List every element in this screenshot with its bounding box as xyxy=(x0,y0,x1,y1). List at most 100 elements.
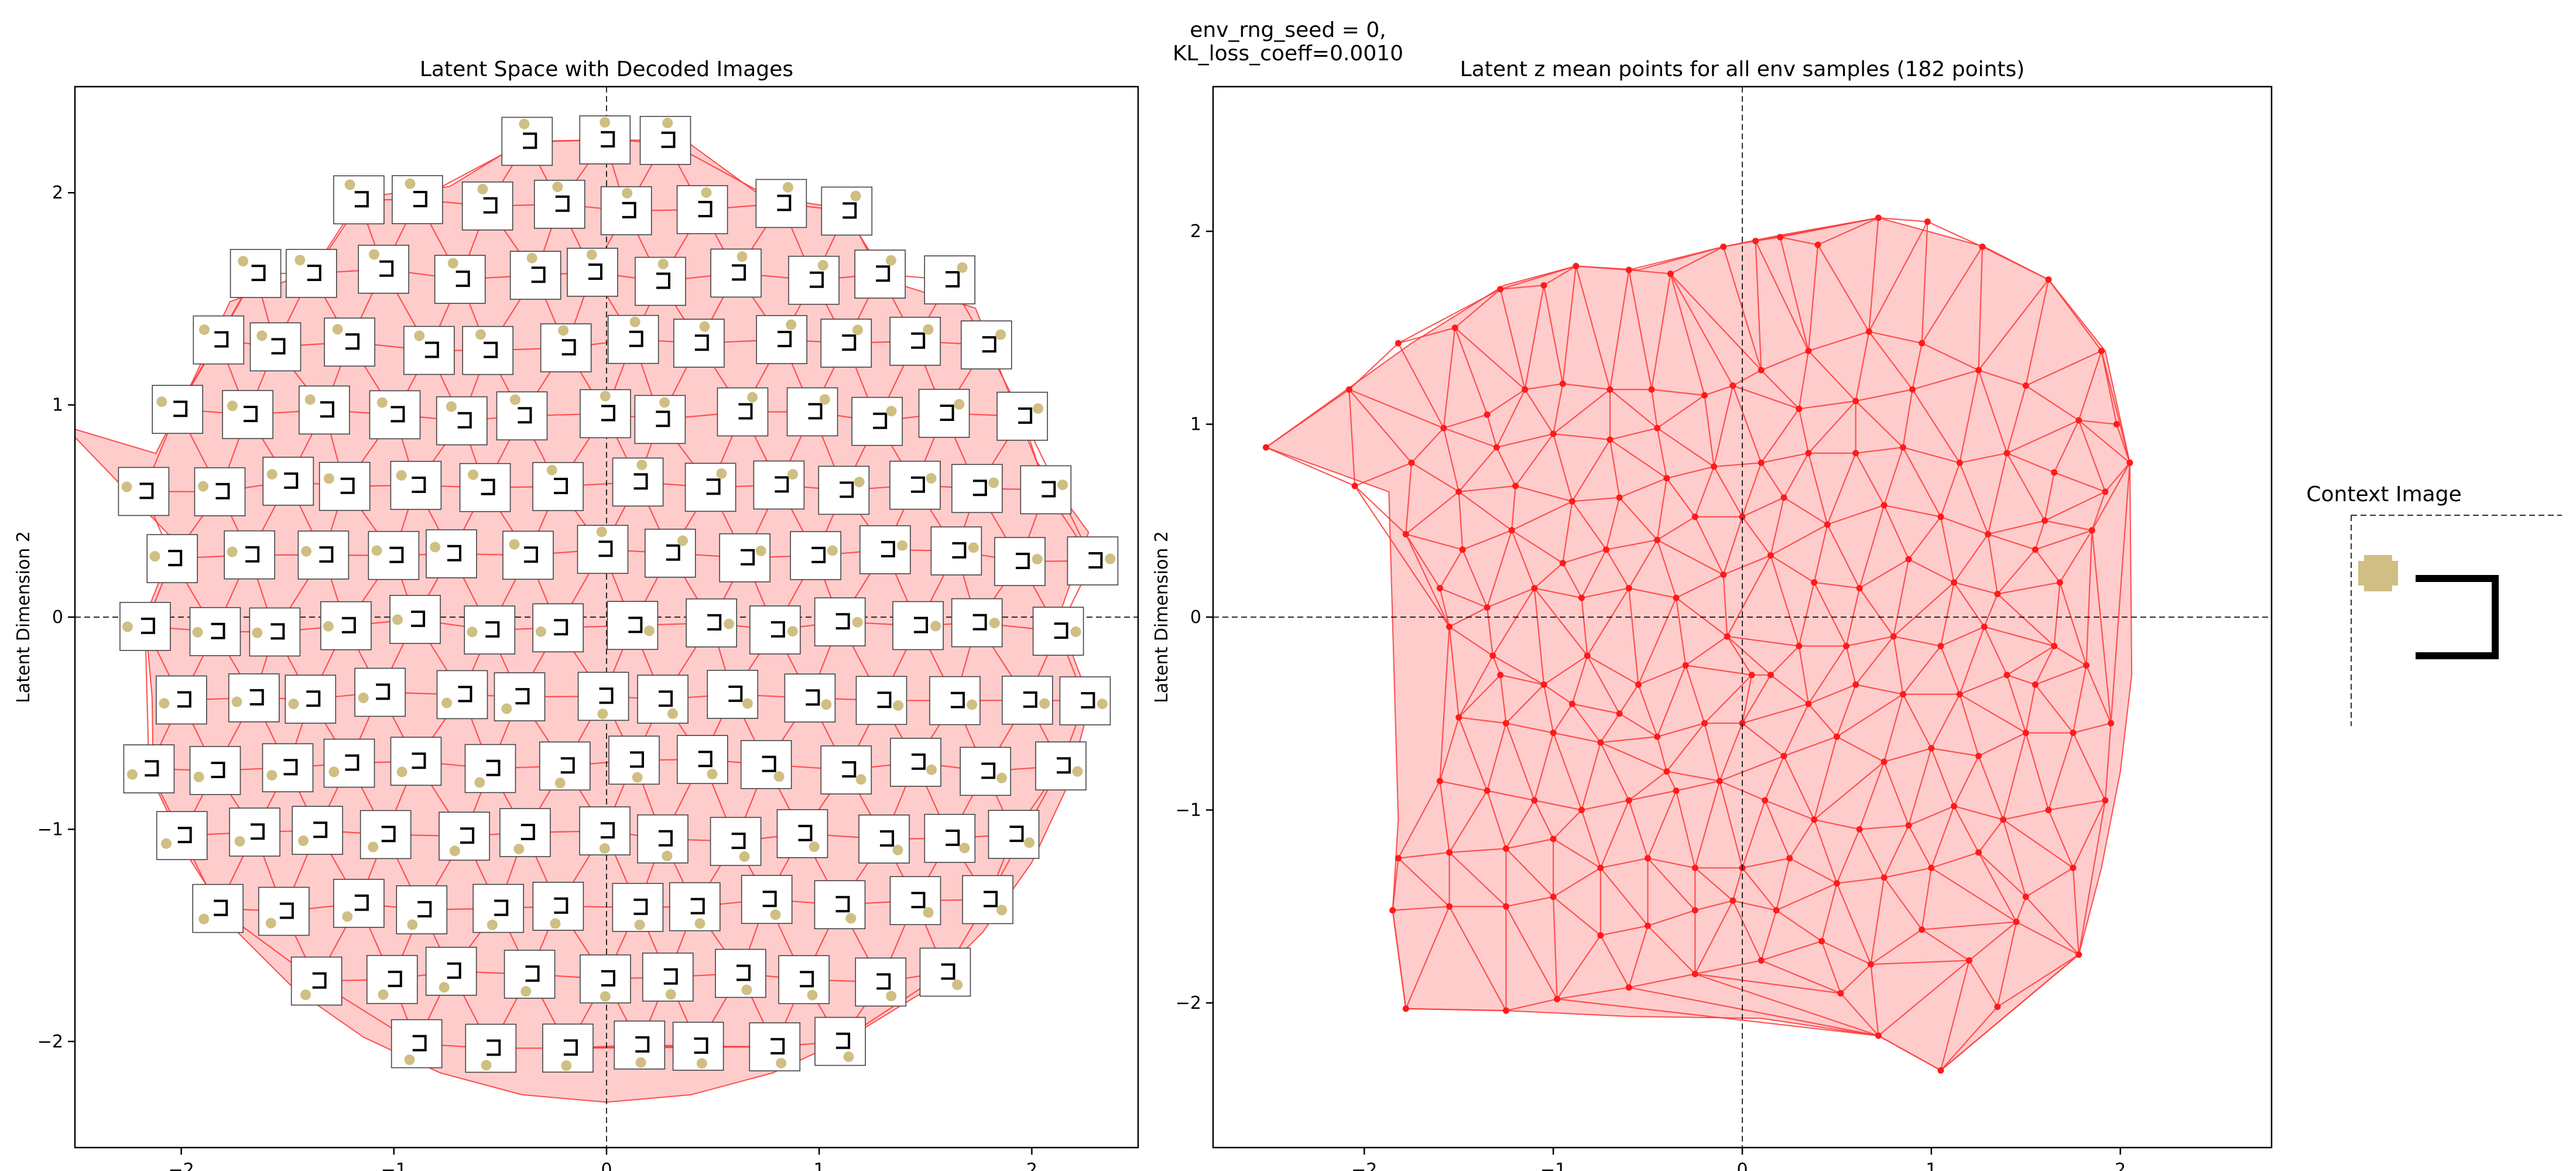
thumbnail-agent-dot xyxy=(644,625,655,636)
right-point xyxy=(1852,450,1859,457)
right-point xyxy=(1868,961,1875,968)
right-mesh-edge xyxy=(1783,755,1815,820)
thumbnail-wall xyxy=(731,833,746,850)
right-mesh-edge xyxy=(1647,909,1695,927)
right-mesh-edge xyxy=(1406,533,1463,550)
right-mesh-edge xyxy=(1454,289,1501,328)
right-mesh-edge xyxy=(2006,645,2055,676)
thumbnail-agent-dot xyxy=(396,766,407,778)
right-mesh-edge xyxy=(1953,533,1989,583)
right-mesh-edge xyxy=(1845,646,1856,685)
thumbnail-frame xyxy=(156,811,208,860)
right-point xyxy=(1919,340,1926,347)
right-point xyxy=(1890,633,1897,640)
right-mesh-edge xyxy=(1808,350,1856,402)
thumbnail-frame xyxy=(366,955,418,1004)
right-mesh-edge xyxy=(2091,491,2106,531)
thumbnail-agent-dot xyxy=(996,905,1008,916)
right-y-tick-label: −1 xyxy=(1176,800,1201,820)
right-point xyxy=(1880,874,1888,881)
right-x-tick-label: −2 xyxy=(1351,1160,1377,1171)
thumbnail-wall xyxy=(811,546,826,563)
right-point xyxy=(2126,459,2133,466)
left-decoded-image-thumbnail xyxy=(285,249,337,298)
thumbnail-frame xyxy=(753,460,805,510)
thumbnail-agent-dot xyxy=(407,919,418,930)
thumbnail-frame xyxy=(333,879,385,928)
thumbnail-wall xyxy=(982,336,996,353)
thumbnail-agent-dot xyxy=(414,330,425,341)
thumbnail-frame xyxy=(222,390,273,439)
thumbnail-wall xyxy=(560,757,575,774)
thumbnail-wall xyxy=(313,821,328,838)
right-mesh-edge xyxy=(1893,559,1910,637)
left-decoded-image-thumbnail xyxy=(320,601,372,650)
thumbnail-agent-dot xyxy=(600,991,611,1002)
right-point xyxy=(1956,691,1963,698)
thumbnail-agent-dot xyxy=(600,117,611,128)
right-mesh-edge xyxy=(1783,497,1828,525)
thumbnail-agent-dot xyxy=(227,400,238,412)
right-point xyxy=(1777,234,1784,241)
right-mesh-edge xyxy=(1458,485,1516,492)
right-point xyxy=(1981,623,1988,630)
thumbnail-agent-dot xyxy=(852,617,863,628)
thumbnail-wall xyxy=(460,827,475,844)
right-point xyxy=(1667,271,1674,278)
thumbnail-agent-dot xyxy=(923,324,934,335)
thumbnail-wall xyxy=(911,476,925,493)
right-mesh-edge xyxy=(1940,646,1961,695)
thumbnail-frame xyxy=(390,461,442,510)
thumbnail-wall xyxy=(840,481,854,498)
right-point xyxy=(1606,436,1614,443)
thumbnail-agent-dot xyxy=(256,330,268,341)
right-mesh-edge xyxy=(2073,732,2106,801)
thumbnail-agent-dot xyxy=(662,118,673,128)
thumbnail-agent-dot xyxy=(636,460,648,471)
right-mesh-edge xyxy=(1511,501,1573,531)
right-mesh-edge xyxy=(1397,858,1450,907)
thumbnail-frame xyxy=(962,875,1013,925)
right-point xyxy=(1805,450,1812,457)
right-mesh-edge xyxy=(1742,703,1809,724)
right-point xyxy=(1625,266,1632,273)
right-mesh-edge xyxy=(1695,900,1734,911)
left-decoded-image-thumbnail xyxy=(786,387,838,437)
left-x-tick-label: 0 xyxy=(601,1160,612,1171)
right-mesh-edge xyxy=(1940,626,1985,647)
thumbnail-agent-dot xyxy=(1072,766,1083,777)
right-point xyxy=(2032,681,2039,688)
thumbnail-wall xyxy=(622,201,636,218)
right-mesh-edge xyxy=(1940,1006,1998,1071)
right-mesh-edge xyxy=(1629,587,1677,599)
right-mesh-edge xyxy=(2047,732,2074,810)
thumbnail-agent-dot xyxy=(596,526,607,537)
thumbnail-wall xyxy=(1057,757,1071,774)
right-point xyxy=(1852,398,1859,405)
right-point xyxy=(1573,262,1580,269)
thumbnail-agent-dot xyxy=(238,256,249,267)
right-mesh-edge xyxy=(1953,582,1985,628)
right-mesh-edge xyxy=(1629,790,1677,802)
left-decoded-image-thumbnail xyxy=(567,248,618,297)
thumbnail-frame xyxy=(258,886,310,936)
left-decoded-image-thumbnail xyxy=(461,181,513,231)
thumbnail-agent-dot xyxy=(716,468,727,479)
left-axes-frame xyxy=(74,85,1139,1149)
right-mesh-edge xyxy=(1609,439,1667,479)
right-point xyxy=(1446,623,1453,630)
thumbnail-agent-dot xyxy=(405,178,416,189)
left-decoded-image-thumbnail xyxy=(676,185,728,234)
thumbnail-wall xyxy=(251,265,266,282)
thumbnail-wall xyxy=(946,271,960,287)
thumbnail-frame xyxy=(192,884,244,933)
thumbnail-agent-dot xyxy=(635,1057,646,1068)
left-decoded-image-thumbnail xyxy=(635,256,686,306)
thumbnail-wall xyxy=(694,334,709,351)
right-mesh-edge xyxy=(1543,684,1573,705)
thumbnail-agent-dot xyxy=(629,316,640,327)
left-decoded-image-thumbnail xyxy=(1020,465,1072,515)
left-decoded-image-thumbnail xyxy=(262,743,314,793)
right-mesh-edge xyxy=(1940,463,1961,518)
right-mesh-edge xyxy=(1543,285,1564,384)
